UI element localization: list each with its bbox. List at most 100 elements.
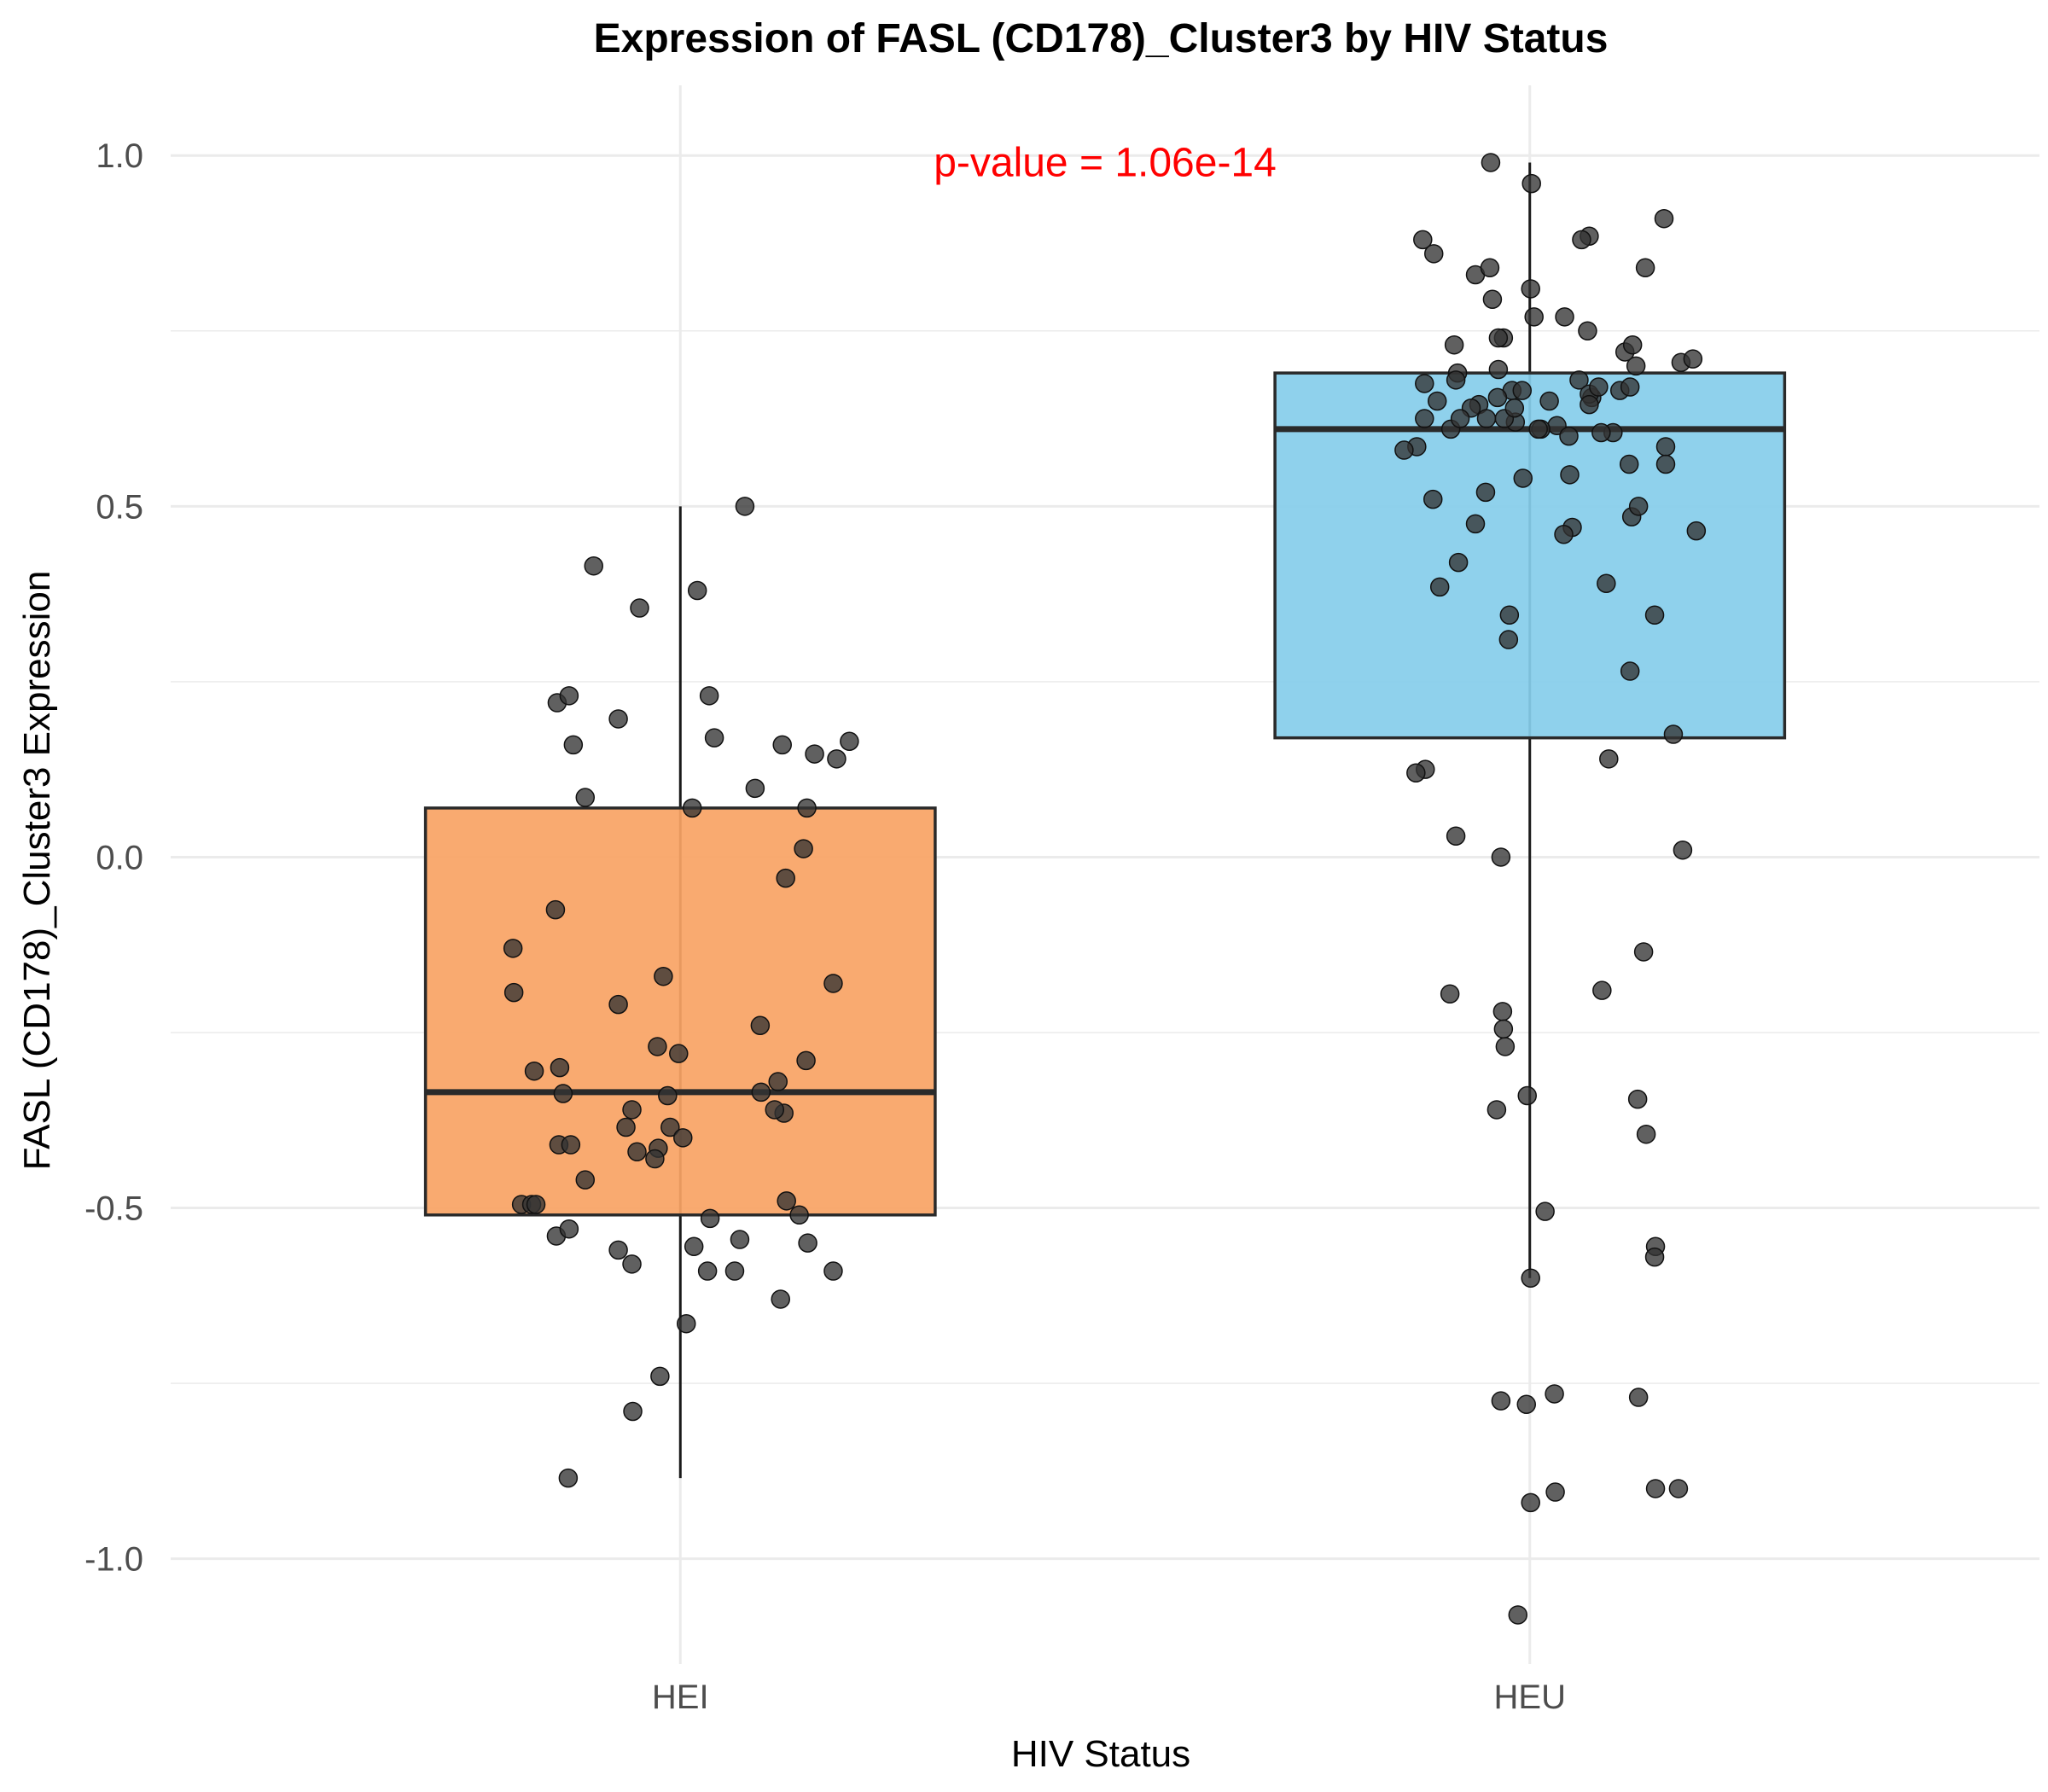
data-point [1492,1002,1513,1021]
data-point [1493,1019,1514,1039]
data-point [789,1205,809,1225]
data-point [823,974,843,993]
data-point [1423,244,1444,264]
y-tick-label: 1.0 [96,137,143,175]
x-axis-title: HIV Status [1011,1733,1190,1775]
x-axis-ticks: HEI HEU [652,1679,1566,1716]
data-point [658,1085,678,1106]
data-point [1521,1492,1540,1513]
data-point [623,1401,643,1422]
data-point [553,1084,573,1103]
data-point [697,1261,718,1281]
data-point [768,1072,788,1091]
data-point [1589,377,1609,397]
data-point [503,939,523,958]
data-point [1498,630,1519,649]
data-point [1599,749,1619,769]
data-point [1415,409,1434,428]
data-point [669,1044,689,1063]
data-point [798,1233,817,1253]
data-point [1554,524,1574,544]
data-point [608,994,628,1015]
data-point [650,1366,670,1387]
data-point [805,744,824,764]
data-point [750,1015,771,1036]
data-point [735,497,755,516]
data-point [1504,398,1525,418]
data-point [1559,426,1579,446]
data-point [654,966,673,986]
data-point [1545,1482,1565,1502]
data-point [1654,208,1674,229]
data-point [1488,359,1509,380]
data-point [1686,521,1707,541]
data-point [1476,409,1497,428]
data-point [1528,419,1548,439]
data-point [673,1128,693,1148]
data-point [794,839,813,858]
data-point [699,686,719,706]
data-point [1668,1479,1689,1498]
data-point [1513,468,1533,488]
data-point [1597,573,1616,594]
data-point [1508,1605,1528,1625]
data-point [1406,763,1426,783]
data-point [545,899,566,920]
data-point [608,1240,628,1260]
data-point [700,1208,720,1229]
data-point [730,1230,750,1249]
data-point [1495,1037,1516,1056]
data-point [1448,552,1469,573]
data-point [1488,328,1509,348]
data-point [1578,321,1597,341]
data-point [765,1100,785,1120]
data-point [503,982,524,1003]
y-axis-ticks: -1.0 -0.5 0.0 0.5 1.0 [84,137,143,1578]
data-point [1499,605,1520,625]
y-tick-label: 0.5 [96,488,143,526]
data-point [1535,1201,1555,1221]
data-point [558,1468,579,1488]
data-point [561,1135,581,1155]
data-point [559,686,579,706]
data-point [827,749,847,769]
data-point [1521,279,1540,299]
data-point [682,798,702,818]
y-tick-label: 0.0 [96,839,143,876]
data-point [823,1261,843,1281]
data-point [622,1254,642,1274]
data-point [630,598,649,618]
data-point [1491,847,1511,867]
data-point [660,1117,680,1137]
data-point [524,1061,544,1081]
jitter-points [503,153,1707,1625]
data-point [1626,356,1646,376]
data-point [1475,482,1496,503]
x-tick-label: HEU [1494,1679,1566,1716]
data-point [1683,349,1703,369]
data-point [684,1236,704,1257]
data-point [840,731,859,752]
data-point [1627,1089,1648,1109]
data-point [645,1149,665,1169]
data-point [1580,394,1599,415]
data-point [1555,307,1574,327]
data-point [1524,307,1544,327]
data-point [1491,1391,1511,1411]
data-point [1427,391,1447,411]
data-point [1633,942,1654,962]
data-point [584,556,603,576]
data-point [1622,335,1643,355]
data-point [1673,840,1693,860]
data-point [1394,440,1414,460]
data-point [1487,1100,1507,1120]
data-point [1645,1479,1666,1498]
data-point [1446,826,1466,847]
data-point [1521,173,1541,194]
box-iqr [423,806,937,1217]
data-point [1655,437,1676,457]
data-point [796,1050,816,1071]
data-point [1619,454,1639,474]
data-point [1480,258,1500,278]
